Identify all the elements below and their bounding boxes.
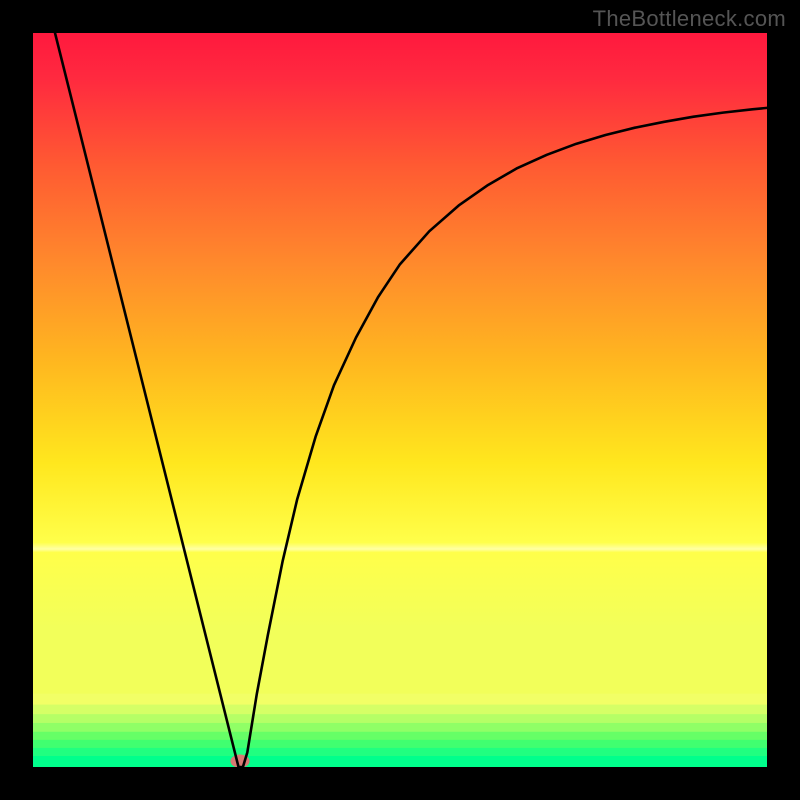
chart-frame: TheBottleneck.com — [0, 0, 800, 800]
plot-area — [33, 33, 767, 767]
chart-background-band — [33, 714, 767, 723]
chart-background-band — [33, 723, 767, 732]
chart-svg — [33, 33, 767, 767]
chart-background-band — [33, 740, 767, 749]
chart-background-band — [33, 756, 767, 767]
watermark-text: TheBottleneck.com — [593, 6, 786, 32]
chart-background-gradient — [33, 33, 767, 695]
chart-background-band — [33, 748, 767, 757]
chart-background-band — [33, 732, 767, 741]
chart-background-band — [33, 705, 767, 715]
chart-background-band — [33, 694, 767, 706]
